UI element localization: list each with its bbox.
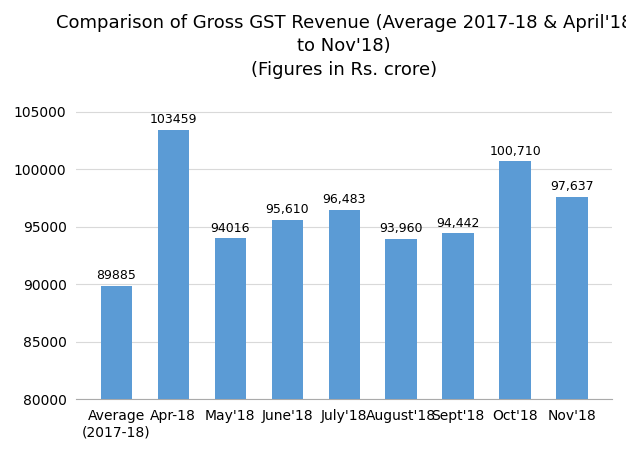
Bar <box>557 197 588 453</box>
Text: 89885: 89885 <box>96 269 136 282</box>
Bar <box>158 130 189 453</box>
Text: 93,960: 93,960 <box>379 222 423 236</box>
Bar <box>272 220 303 453</box>
Text: 103459: 103459 <box>150 113 197 126</box>
Text: 94,442: 94,442 <box>436 217 480 230</box>
Text: 100,710: 100,710 <box>490 145 541 158</box>
Text: 95,610: 95,610 <box>265 203 309 217</box>
Bar <box>500 161 531 453</box>
Title: Comparison of Gross GST Revenue (Average 2017-18 & April'18
to Nov'18)
(Figures : Comparison of Gross GST Revenue (Average… <box>56 14 626 79</box>
Text: 96,483: 96,483 <box>322 193 366 207</box>
Bar <box>215 238 246 453</box>
Text: 97,637: 97,637 <box>550 180 594 193</box>
Bar <box>443 233 474 453</box>
Bar <box>101 286 132 453</box>
Bar <box>329 210 360 453</box>
Bar <box>386 239 417 453</box>
Text: 94016: 94016 <box>210 222 250 235</box>
